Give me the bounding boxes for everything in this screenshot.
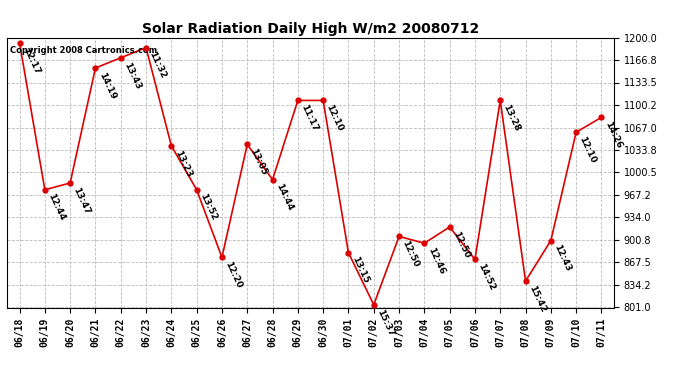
Text: 13:28: 13:28 [502, 103, 522, 133]
Text: 14:26: 14:26 [603, 120, 623, 150]
Text: 15:37: 15:37 [375, 308, 395, 338]
Text: 13:15: 13:15 [350, 255, 370, 285]
Text: 13:05: 13:05 [248, 147, 269, 177]
Text: Copyright 2008 Cartronics.com: Copyright 2008 Cartronics.com [10, 46, 157, 55]
Text: 12:17: 12:17 [21, 46, 41, 75]
Text: 12:10: 12:10 [324, 103, 345, 133]
Text: 14:44: 14:44 [274, 182, 295, 213]
Text: 12:50: 12:50 [451, 230, 471, 260]
Title: Solar Radiation Daily High W/m2 20080712: Solar Radiation Daily High W/m2 20080712 [142, 22, 479, 36]
Text: 12:10: 12:10 [578, 135, 598, 165]
Text: 13:47: 13:47 [72, 186, 92, 216]
Text: 12:46: 12:46 [426, 246, 446, 276]
Text: 12:20: 12:20 [224, 260, 244, 290]
Text: 14:52: 14:52 [476, 262, 497, 292]
Text: 12:43: 12:43 [552, 243, 573, 273]
Text: 14:19: 14:19 [97, 71, 117, 101]
Text: 15:42: 15:42 [527, 284, 547, 314]
Text: 12:50: 12:50 [400, 239, 421, 269]
Text: 12:44: 12:44 [46, 192, 67, 222]
Text: 11:32: 11:32 [148, 50, 168, 80]
Text: 13:23: 13:23 [172, 148, 193, 178]
Text: 13:43: 13:43 [122, 61, 142, 90]
Text: 13:52: 13:52 [198, 192, 218, 222]
Text: 11:17: 11:17 [299, 103, 319, 133]
